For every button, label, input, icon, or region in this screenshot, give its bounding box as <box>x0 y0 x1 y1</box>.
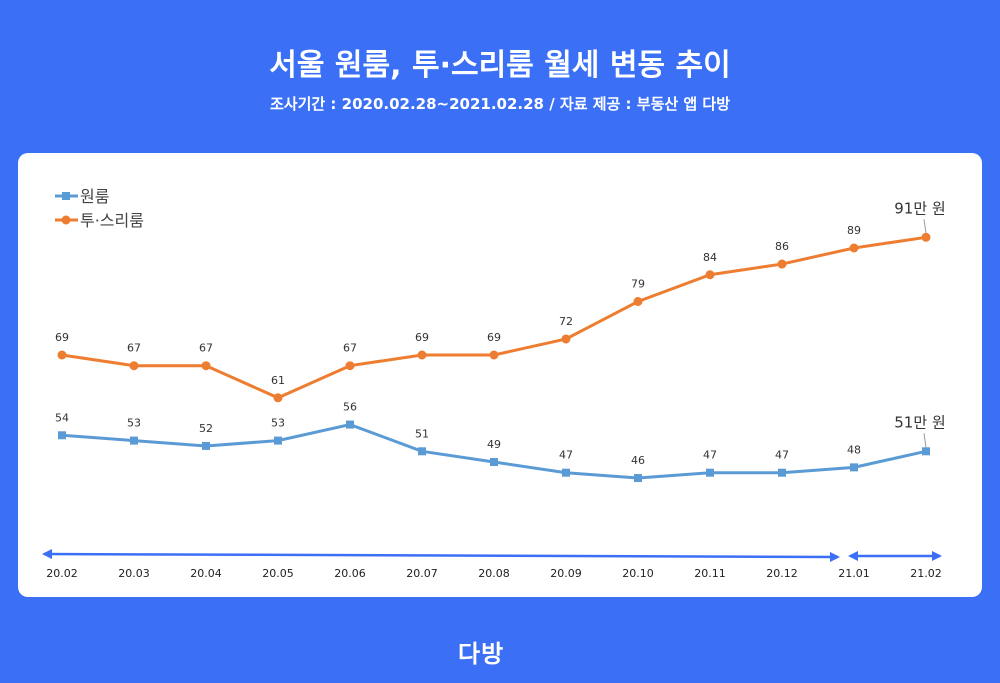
x-tick-label: 21.02 <box>910 567 942 580</box>
data-point <box>202 441 210 450</box>
data-label: 67 <box>127 342 141 355</box>
data-label: 46 <box>631 454 645 467</box>
data-point <box>130 436 138 445</box>
data-label: 51 <box>415 427 429 440</box>
data-point <box>418 447 426 456</box>
x-tick-label: 20.12 <box>766 567 798 580</box>
data-label: 69 <box>55 331 69 344</box>
data-point <box>706 468 714 477</box>
data-point <box>777 259 787 269</box>
data-point <box>562 468 570 477</box>
legend-label: 투·스리룸 <box>80 211 144 230</box>
x-tick-label: 20.06 <box>334 567 366 580</box>
x-tick-label: 20.02 <box>46 567 78 580</box>
data-label: 86 <box>775 240 789 253</box>
data-label: 69 <box>487 331 501 344</box>
x-tick-label: 20.08 <box>478 567 510 580</box>
data-point <box>922 447 930 456</box>
data-point <box>57 350 67 360</box>
x-tick-label: 20.10 <box>622 567 654 580</box>
data-label: 47 <box>703 449 717 462</box>
legend-label: 원룸 <box>80 187 109 206</box>
x-tick-label: 20.04 <box>190 567 222 580</box>
x-tick-label: 20.11 <box>694 567 726 580</box>
data-label: 47 <box>775 449 789 462</box>
data-label: 47 <box>559 449 573 462</box>
data-label: 79 <box>631 278 645 291</box>
data-point <box>129 361 139 371</box>
x-tick-label: 20.05 <box>262 567 294 580</box>
data-point <box>561 334 571 344</box>
end-label: 51만 원 <box>894 413 945 431</box>
series-line-0 <box>61 422 927 480</box>
data-label: 54 <box>55 411 69 424</box>
data-label: 53 <box>271 417 285 430</box>
legend-marker <box>62 192 70 200</box>
data-point <box>273 393 283 403</box>
data-point <box>58 431 66 440</box>
data-point <box>634 474 642 483</box>
data-point <box>417 350 427 360</box>
x-tick-label: 20.07 <box>406 567 438 580</box>
data-label: 89 <box>847 224 861 237</box>
data-label: 67 <box>199 342 213 355</box>
x-tick-label: 20.09 <box>550 567 582 580</box>
end-label: 91만 원 <box>894 199 945 217</box>
data-label: 52 <box>199 422 213 435</box>
data-point <box>850 463 858 472</box>
data-label: 48 <box>847 443 861 456</box>
end-label-leader <box>923 219 927 234</box>
data-point <box>490 458 498 466</box>
data-label: 72 <box>559 315 573 328</box>
data-label: 67 <box>343 342 357 355</box>
chart-title: 서울 원룸, 투·스리룸 월세 변동 추이 <box>269 48 731 83</box>
data-point <box>201 361 211 371</box>
data-point <box>489 350 499 360</box>
x-tick-label: 20.03 <box>118 567 150 580</box>
chart-card <box>18 153 982 597</box>
data-point <box>921 232 931 242</box>
data-label: 49 <box>487 438 501 451</box>
legend-marker <box>61 215 71 225</box>
data-point <box>778 468 786 477</box>
chart-subtitle: 조사기간 : 2020.02.28~2021.02.28 / 자료 제공 : 부… <box>269 95 731 113</box>
data-label: 61 <box>271 374 285 387</box>
data-point <box>345 361 355 371</box>
data-label: 56 <box>343 401 357 414</box>
data-point <box>633 297 643 306</box>
data-point <box>274 436 282 445</box>
data-point <box>849 243 859 253</box>
dabang-logo: 다방 <box>458 640 505 668</box>
series-line-1 <box>61 235 927 400</box>
data-point <box>346 420 354 429</box>
data-label: 84 <box>703 251 717 264</box>
x-tick-label: 21.01 <box>838 567 870 580</box>
period-arrow-2020 <box>42 549 840 562</box>
data-point <box>705 270 715 280</box>
end-label-leader <box>923 433 927 448</box>
data-label: 69 <box>415 331 429 344</box>
data-label: 53 <box>127 417 141 430</box>
